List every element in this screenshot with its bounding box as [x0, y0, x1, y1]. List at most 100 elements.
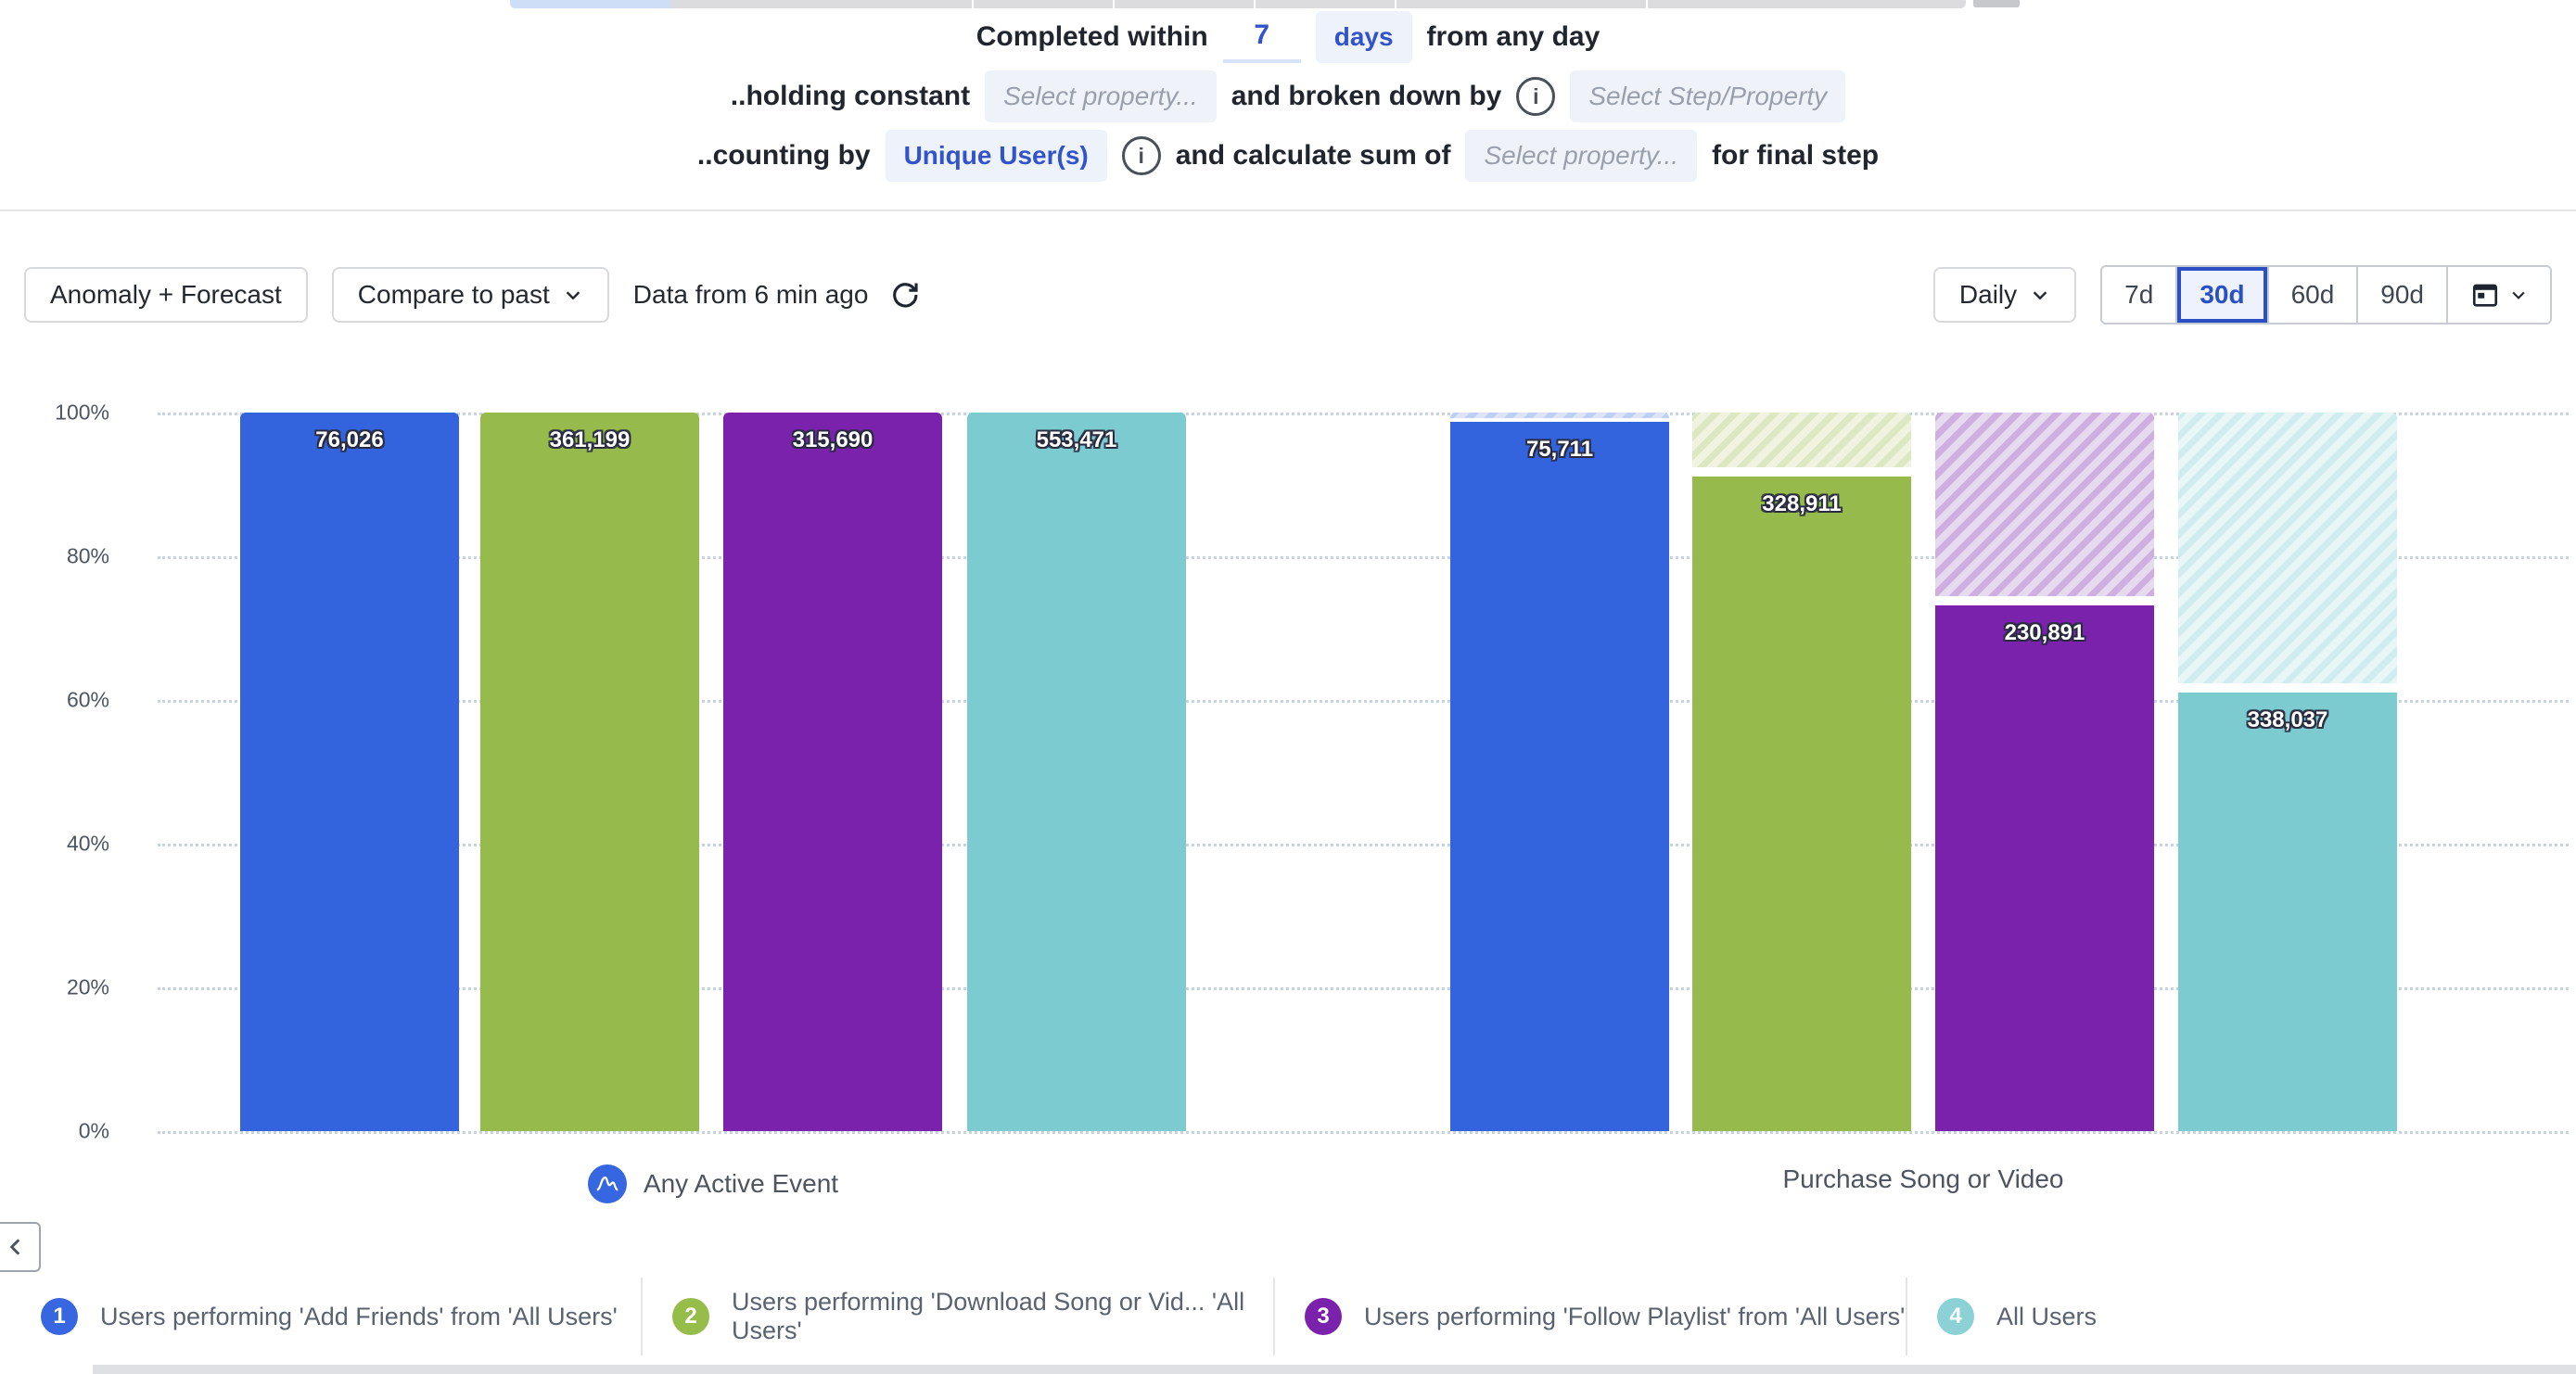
legend-item[interactable]: 1 Users performing 'Add Friends' from 'Al… — [0, 1278, 641, 1355]
legend-item[interactable]: 4 All Users — [1906, 1278, 2576, 1355]
sum-property-select[interactable]: Select property... — [1465, 130, 1698, 182]
x-category-label: Any Active Event — [481, 1164, 945, 1203]
custom-date-range-button[interactable] — [2446, 267, 2550, 323]
bar-value-label: 230,891 — [2004, 620, 2085, 645]
bar-value-label: 75,711 — [1525, 437, 1594, 462]
calculate-sum-label: and calculate sum of — [1175, 140, 1451, 171]
legend-item[interactable]: 2 Users performing 'Download Song or Vid.… — [641, 1278, 1273, 1355]
y-tick-label: 20% — [66, 974, 109, 999]
calendar-icon — [2472, 284, 2498, 307]
range-buttons: 7d 30d 60d 90d — [2102, 267, 2446, 323]
broken-down-by-label: and broken down by — [1231, 81, 1502, 111]
bar-value-label: 553,471 — [1036, 427, 1117, 452]
gridline — [158, 987, 2569, 990]
legend-item[interactable]: 3 Users performing 'Follow Playlist' from… — [1273, 1278, 1906, 1355]
funnel-bar[interactable]: 361,199 — [480, 413, 699, 1131]
legend-number-badge: 4 — [1937, 1298, 1974, 1335]
breakdown-step-property-select[interactable]: Select Step/Property — [1570, 70, 1846, 122]
funnel-bar[interactable]: 75,711 — [1450, 413, 1669, 1131]
legend-label: All Users — [1996, 1302, 2098, 1330]
tab-separator — [972, 0, 974, 8]
range-button-7d[interactable]: 7d — [2102, 267, 2176, 323]
refresh-icon[interactable] — [886, 276, 924, 313]
info-icon[interactable]: i — [1516, 77, 1556, 116]
chevron-left-icon — [9, 1239, 20, 1255]
converted-solid — [723, 413, 942, 1131]
funnel-bar-chart: 76,026 75,711 361,199 328,911 315,690 230,891… — [158, 413, 2569, 1134]
chevron-down-icon — [566, 291, 580, 300]
funnel-bar[interactable]: 315,690 — [723, 413, 942, 1131]
unique-users-dropdown[interactable]: Unique User(s) — [885, 130, 1107, 182]
tab-separator — [1646, 0, 1648, 8]
bar-value-label: 76,026 — [315, 427, 384, 452]
collapse-panel-button[interactable] — [0, 1222, 41, 1272]
legend-label: Users performing 'Add Friends' from 'All… — [100, 1302, 618, 1330]
range-button-30d[interactable]: 30d — [2175, 267, 2267, 323]
y-tick-label: 80% — [66, 543, 109, 568]
within-days-input[interactable]: 7 — [1222, 11, 1301, 63]
funnel-bar[interactable]: 328,911 — [1692, 413, 1911, 1131]
legend-number-badge: 3 — [1305, 1298, 1342, 1335]
granularity-dropdown[interactable]: Daily — [1932, 267, 2077, 323]
y-tick-label: 60% — [66, 687, 109, 712]
y-axis: 100% 80% 60% 40% 20% 0% — [0, 401, 139, 1143]
bar-value-label: 328,911 — [1762, 491, 1842, 516]
funnel-bar[interactable]: 553,471 — [967, 413, 1186, 1131]
pulse-wave-icon — [587, 1164, 627, 1203]
range-button-60d[interactable]: 60d — [2266, 267, 2357, 323]
y-tick-label: 40% — [66, 831, 109, 856]
bar-value-label: 338,037 — [2247, 707, 2328, 732]
x-category-text: Any Active Event — [643, 1169, 839, 1198]
funnel-bar[interactable]: 338,037 — [2178, 413, 2397, 1131]
query-row-completed-within: Completed within 7 days from any day — [0, 9, 2576, 65]
query-row-counting-by: ..counting by Unique User(s) i and calcu… — [0, 128, 2576, 184]
top-corner-button-partial[interactable] — [1973, 0, 2020, 7]
bar-value-label: 361,199 — [549, 427, 631, 452]
compare-to-past-label: Compare to past — [357, 280, 550, 309]
legend-label: Users performing 'Download Song or Vid..… — [732, 1288, 1245, 1344]
non-converted-hatch — [1935, 413, 2154, 596]
gridline — [158, 556, 2569, 559]
holding-constant-property-select[interactable]: Select property... — [985, 70, 1217, 122]
info-icon[interactable]: i — [1121, 136, 1161, 175]
from-any-day-label: from any day — [1426, 21, 1600, 52]
header-divider — [0, 210, 2576, 211]
legend-number-badge: 2 — [672, 1298, 709, 1335]
converted-solid — [1450, 422, 1669, 1131]
funnel-bar[interactable]: 76,026 — [240, 413, 459, 1131]
x-category-text: Purchase Song or Video — [1782, 1164, 2064, 1193]
days-unit-dropdown[interactable]: days — [1315, 11, 1412, 63]
gridline — [158, 413, 2569, 415]
horizontal-scrollbar[interactable] — [93, 1365, 2576, 1374]
top-tabs-partial[interactable] — [510, 0, 1966, 8]
converted-solid — [967, 413, 1186, 1131]
funnel-bar[interactable]: 230,891 — [1935, 413, 2154, 1131]
gridline — [158, 1131, 2569, 1134]
converted-solid — [240, 413, 459, 1131]
tab-separator — [1395, 0, 1396, 8]
converted-solid — [2178, 693, 2397, 1131]
chevron-down-icon — [2512, 291, 2525, 299]
compare-to-past-button[interactable]: Compare to past — [331, 267, 609, 323]
non-converted-hatch — [1692, 413, 1911, 467]
holding-constant-label: ..holding constant — [730, 81, 971, 111]
legend-label: Users performing 'Follow Playlist' from … — [1364, 1302, 1906, 1330]
bar-value-label: 315,690 — [792, 427, 874, 452]
chart-toolbar: Anomaly + Forecast Compare to past Data … — [0, 265, 2576, 324]
tab-separator — [1113, 0, 1115, 8]
tab-separator — [1254, 0, 1256, 8]
completed-within-label: Completed within — [976, 21, 1208, 52]
chart-legend: 1 Users performing 'Add Friends' from 'Al… — [0, 1278, 2576, 1355]
top-tab-active-segment[interactable] — [510, 0, 670, 8]
gridline — [158, 844, 2569, 846]
y-tick-label: 0% — [78, 1118, 109, 1143]
converted-solid — [1935, 605, 2154, 1131]
counting-by-label: ..counting by — [696, 140, 871, 171]
x-category-label: Purchase Song or Video — [1691, 1164, 2155, 1194]
non-converted-hatch — [1450, 413, 1669, 418]
anomaly-forecast-button[interactable]: Anomaly + Forecast — [24, 267, 308, 323]
converted-solid — [480, 413, 699, 1131]
range-button-90d[interactable]: 90d — [2356, 267, 2446, 323]
query-row-holding-constant: ..holding constant Select property... an… — [0, 69, 2576, 124]
granularity-label: Daily — [1958, 280, 2018, 309]
